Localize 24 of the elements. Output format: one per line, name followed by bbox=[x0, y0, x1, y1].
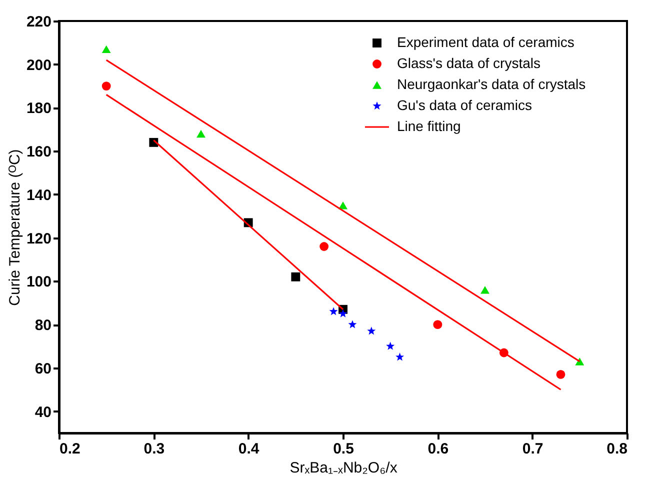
y-tick-label: 120 bbox=[26, 230, 52, 248]
x-tick-label: 0.7 bbox=[522, 440, 544, 458]
x-tick-label: 0.4 bbox=[238, 440, 260, 458]
legend-label: Line fitting bbox=[397, 118, 461, 134]
y-tick-label: 60 bbox=[34, 360, 52, 378]
y-tick-label: 100 bbox=[26, 274, 52, 291]
y-tick-label: 160 bbox=[26, 144, 52, 161]
y-tick-label: 220 bbox=[26, 14, 52, 30]
y-tick-label: 200 bbox=[26, 56, 52, 74]
legend-label: Experiment data of ceramics bbox=[397, 34, 574, 50]
legend-label: Neurgaonkar's data of crystals bbox=[397, 76, 586, 92]
legend-label: Glass's data of crystals bbox=[397, 55, 540, 71]
x-tick-label: 0.8 bbox=[606, 440, 628, 458]
y-tick-label: 180 bbox=[26, 100, 52, 118]
x-tick-label: 0.5 bbox=[333, 440, 354, 458]
y-tick-label: 40 bbox=[34, 404, 52, 421]
x-tick-label: 0.3 bbox=[144, 440, 165, 458]
y-tick-label: 80 bbox=[34, 317, 52, 334]
y-axis-title: Curie Temperature (ᴼC) bbox=[6, 149, 24, 306]
legend-label: Gu's data of ceramics bbox=[397, 97, 532, 113]
x-tick-label: 0.2 bbox=[60, 440, 80, 458]
x-tick-label: 0.6 bbox=[428, 440, 449, 458]
y-tick-label: 140 bbox=[26, 186, 52, 204]
x-axis-title: SrₓBa₁₋ₓNb₂O₆/x bbox=[290, 460, 398, 476]
